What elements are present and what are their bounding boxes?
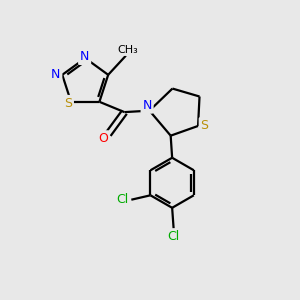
Text: S: S <box>200 119 208 132</box>
Text: N: N <box>142 99 152 112</box>
Text: CH₃: CH₃ <box>117 45 138 55</box>
Text: O: O <box>98 132 108 145</box>
Text: Cl: Cl <box>167 230 180 243</box>
Text: Cl: Cl <box>116 193 128 206</box>
Text: S: S <box>64 97 72 110</box>
Text: N: N <box>51 68 61 81</box>
Text: N: N <box>80 50 89 63</box>
